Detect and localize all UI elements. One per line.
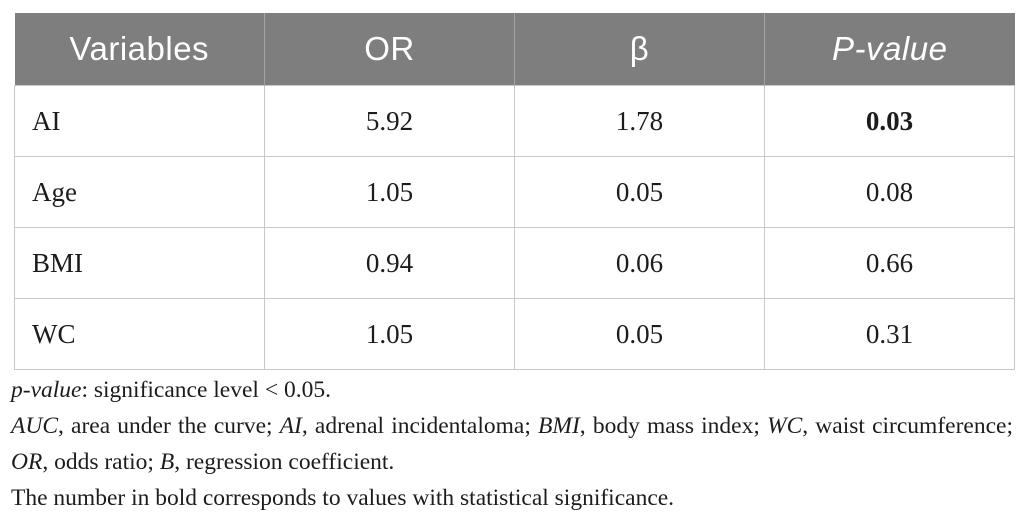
cell-bmi-variable: BMI [14,227,265,299]
cell-ai-p-value: 0.03 [764,85,1015,157]
cell-age-or: 1.05 [264,156,515,228]
abbr-ai: AI [279,413,302,439]
cell-bmi-or: 0.94 [264,227,515,299]
cell-age-variable: Age [14,156,265,228]
footnote-bold-note: The number in bold corresponds to values… [11,485,675,511]
abbr-or-desc: , odds ratio; [42,449,160,475]
cell-age-p-value: 0.08 [764,156,1015,228]
header-row: Variables OR β P-value [14,13,1015,86]
table-footnotes: p-value: significance level < 0.05. AUC,… [11,372,1013,516]
abbr-b-desc: , regression coefficient. [174,449,395,475]
header-cell-or: OR [264,13,515,86]
cell-wc-beta: 0.05 [514,298,765,370]
abbr-wc: WC [767,413,803,439]
footnote-significance: p-value: significance level < 0.05. [11,372,1013,408]
abbr-bmi: BMI [538,413,580,439]
cell-bmi-beta: 0.06 [514,227,765,299]
abbr-b: B [159,449,175,475]
cell-wc-variable: WC [14,298,265,370]
cell-wc-p-value: 0.31 [764,298,1015,370]
regression-table-container: Variables OR β P-value AI 5.92 1.78 0.03… [14,13,1015,370]
cell-wc-or: 1.05 [264,298,515,370]
table-row-bmi: BMI 0.94 0.06 0.66 [14,227,1015,299]
header-cell-beta: β [514,13,765,86]
cell-age-beta: 0.05 [514,156,765,228]
footnote-abbreviations: AUC, area under the curve; AI, adrenal i… [11,408,1013,480]
abbr-bmi-desc: , body mass index; [579,413,768,439]
abbr-or: OR [11,449,43,475]
table-row-ai: AI 5.92 1.78 0.03 [14,85,1015,157]
cell-ai-beta: 1.78 [514,85,765,157]
cell-bmi-p-value: 0.66 [764,227,1015,299]
abbr-auc: AUC [11,413,58,439]
table-row-wc: WC 1.05 0.05 0.31 [14,298,1015,370]
regression-table: Variables OR β P-value AI 5.92 1.78 0.03… [14,13,1015,370]
footnote-significance-text: : significance level < 0.05. [81,377,331,403]
abbr-auc-desc: , area under the curve; [58,413,280,439]
header-cell-variables: Variables [14,13,265,86]
cell-ai-variable: AI [14,85,265,157]
cell-ai-or: 5.92 [264,85,515,157]
table-row-age: Age 1.05 0.05 0.08 [14,156,1015,228]
footnote-significance-term: p-value [11,377,82,403]
abbr-wc-desc: , waist circumference; [802,413,1013,439]
header-cell-p-value: P-value [764,13,1015,86]
abbr-ai-desc: , adrenal incidentaloma; [301,413,539,439]
